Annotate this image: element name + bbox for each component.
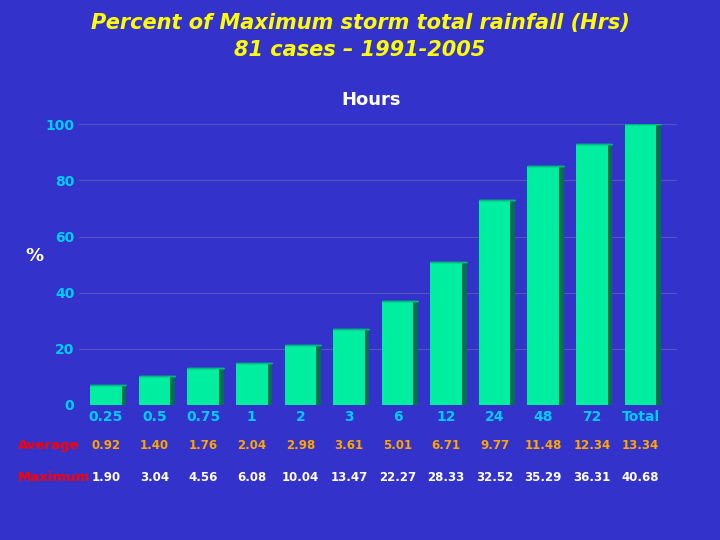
Bar: [656, 124, 661, 405]
Bar: [576, 144, 608, 405]
Bar: [90, 386, 122, 405]
Bar: [268, 363, 272, 405]
Bar: [382, 301, 413, 405]
Text: 81 cases – 1991-2005: 81 cases – 1991-2005: [235, 40, 485, 60]
Text: 4.56: 4.56: [189, 471, 218, 484]
Bar: [139, 375, 171, 405]
Bar: [528, 166, 559, 405]
Bar: [462, 262, 467, 405]
Bar: [316, 345, 321, 405]
Text: 5.01: 5.01: [383, 439, 412, 452]
Text: 22.27: 22.27: [379, 471, 416, 484]
Text: 40.68: 40.68: [622, 471, 660, 484]
Bar: [413, 301, 418, 405]
Text: Average: Average: [18, 439, 79, 452]
Text: 13.47: 13.47: [330, 471, 367, 484]
Text: 12.34: 12.34: [573, 439, 611, 452]
Bar: [625, 124, 656, 405]
Bar: [608, 144, 613, 405]
Text: 1.90: 1.90: [91, 471, 120, 484]
Text: 32.52: 32.52: [476, 471, 513, 484]
Bar: [219, 368, 224, 405]
Text: 2.04: 2.04: [237, 439, 266, 452]
Bar: [479, 200, 510, 405]
Bar: [236, 363, 268, 405]
Text: 13.34: 13.34: [622, 439, 659, 452]
Text: 6.71: 6.71: [431, 439, 461, 452]
Text: 10.04: 10.04: [282, 471, 319, 484]
Text: 36.31: 36.31: [573, 471, 611, 484]
Y-axis label: %: %: [25, 247, 43, 265]
Text: 2.98: 2.98: [286, 439, 315, 452]
Text: 28.33: 28.33: [428, 471, 464, 484]
Bar: [559, 166, 564, 405]
Text: 3.04: 3.04: [140, 471, 169, 484]
Bar: [284, 345, 316, 405]
Text: 6.08: 6.08: [237, 471, 266, 484]
Text: 3.61: 3.61: [334, 439, 364, 452]
Bar: [171, 375, 175, 405]
Bar: [365, 329, 369, 405]
Text: 11.48: 11.48: [525, 439, 562, 452]
Bar: [510, 200, 516, 405]
Text: 0.92: 0.92: [91, 439, 120, 452]
Text: 1.76: 1.76: [189, 439, 217, 452]
Text: 35.29: 35.29: [525, 471, 562, 484]
Bar: [431, 262, 462, 405]
Text: 9.77: 9.77: [480, 439, 509, 452]
Text: 1.40: 1.40: [140, 439, 169, 452]
Bar: [333, 329, 365, 405]
Text: Hours: Hours: [341, 91, 400, 109]
Text: Percent of Maximum storm total rainfall (Hrs): Percent of Maximum storm total rainfall …: [91, 14, 629, 33]
Text: Maximum: Maximum: [18, 471, 91, 484]
Bar: [122, 386, 127, 405]
Bar: [187, 368, 219, 405]
